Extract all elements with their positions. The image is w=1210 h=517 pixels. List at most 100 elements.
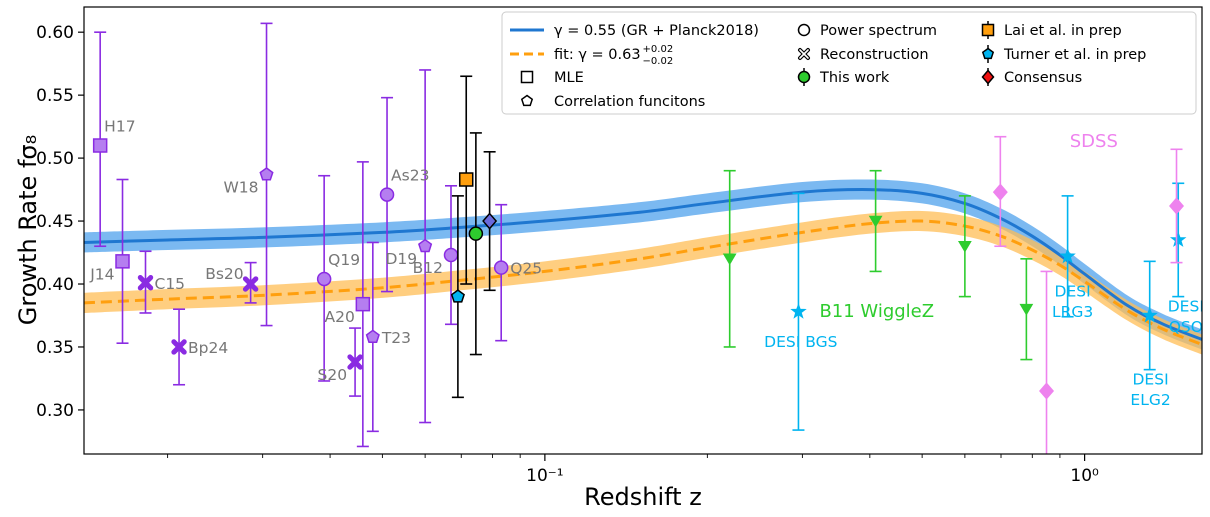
point-24-marker [1141, 306, 1158, 323]
point-23 [1059, 195, 1076, 318]
point-27-marker [1039, 382, 1055, 400]
point-d19-marker [418, 238, 433, 253]
legend-entry-7-swatch [981, 23, 995, 37]
legend-entry-4-swatch [797, 23, 811, 37]
point-h17-marker [92, 138, 108, 153]
survey-annotations: SDSS B11 WiggleZ DESI BGS DESI LRG3 DESI ELG2 D… [764, 131, 1204, 409]
point-q19-label: Q19 [328, 251, 360, 269]
legend-entry-1-sup: +0.02 [643, 44, 674, 55]
legend-entry-9-label: Consensus [1004, 70, 1082, 86]
point-16 [468, 132, 484, 356]
legend: γ = 0.55 (GR + Planck2018) fit: γ = 0.63 +… [501, 11, 1197, 115]
point-c15-label: C15 [155, 275, 186, 293]
model-curves [84, 188, 1202, 346]
data-points [92, 22, 1187, 454]
point-a20-label: A20 [325, 308, 355, 326]
y-tick-label-2: 0.40 [36, 275, 74, 295]
point-q25-label: Q25 [510, 260, 542, 278]
point-s20-marker-stroke-b [347, 354, 363, 370]
point-15 [458, 75, 474, 285]
point-bp24-label: Bp24 [188, 339, 228, 357]
point-28-marker [1169, 197, 1185, 215]
legend-entry-6: This work [797, 68, 890, 86]
point-21-marker [1019, 303, 1034, 316]
point-17 [482, 151, 498, 292]
annotation-4: LRG3 [1052, 303, 1093, 321]
legend-entry-4-label: Power spectrum [820, 23, 937, 39]
x-axis-title: Redshift z [584, 483, 702, 511]
point-as23-marker [379, 187, 395, 202]
point-c15-marker-stroke-b [137, 275, 154, 291]
point-bs20-marker [242, 276, 259, 292]
point-21 [1019, 258, 1034, 361]
point-q19 [316, 174, 332, 382]
legend-entry-2-swatch [520, 70, 534, 84]
legend-entry-8-label: Turner et al. in prep [1003, 47, 1146, 63]
point-22-marker [790, 303, 807, 319]
model-bands [84, 179, 1202, 355]
point-b12-label: B12 [413, 259, 443, 277]
point-t23-marker [365, 329, 380, 343]
annotation-7: DESI [1168, 298, 1204, 316]
legend-box [501, 11, 1197, 115]
legend-entry-9-swatch [981, 69, 995, 85]
point-t23 [365, 241, 380, 433]
point-as23-label: As23 [391, 167, 429, 185]
legend-entry-5-swatch [798, 48, 810, 60]
legend-entry-3: Correlation funcitons [520, 94, 705, 110]
point-b12 [443, 185, 459, 326]
point-19 [868, 169, 883, 273]
point-18 [722, 169, 737, 348]
annotation-6: ELG2 [1130, 391, 1170, 409]
annotation-1: B11 WiggleZ [819, 301, 934, 322]
point-as23 [379, 96, 395, 293]
legend-entry-5-swatch-d [799, 49, 809, 59]
point-22 [790, 192, 807, 431]
point-17-marker [482, 212, 498, 230]
point-bs20-label: Bs20 [205, 265, 243, 283]
legend-entry-0: γ = 0.55 (GR + Planck2018) [510, 23, 759, 39]
point-q25-marker [493, 260, 509, 275]
point-c15-marker [137, 275, 154, 291]
point-labels: H17 J14 C15 Bp24 Bs20 W18 Q19 S20 A20 T23 As23 D19B… [89, 118, 542, 385]
annotation-2: DESI BGS [764, 333, 837, 351]
point-q19-marker [316, 271, 332, 287]
annotation-3: DESI [1055, 283, 1091, 301]
legend-entry-1-label: fit: γ = 0.63 [554, 47, 641, 63]
annotation-0: SDSS [1070, 131, 1118, 152]
point-14-marker [450, 289, 465, 303]
x-tick-label-0: 10⁻¹ [526, 466, 563, 486]
point-15-marker [458, 172, 474, 187]
point-27 [1039, 270, 1055, 454]
point-j14-marker [115, 254, 130, 269]
point-16-marker [468, 226, 484, 241]
point-20 [957, 195, 972, 298]
point-18-marker [722, 253, 737, 266]
gr-gamma-band [84, 179, 1202, 350]
point-q25 [493, 203, 509, 342]
y-axis-title: Growth Rate fσ₈ [14, 135, 42, 325]
point-s20-marker [347, 354, 363, 370]
legend-entry-5-label: Reconstruction [820, 47, 929, 63]
point-s20 [347, 327, 363, 397]
point-14 [450, 195, 465, 399]
legend-entry-2-label: MLE [554, 70, 584, 86]
point-bs20 [242, 261, 259, 304]
point-bp24 [171, 308, 187, 386]
legend-entry-3-label: Correlation funcitons [554, 94, 705, 110]
point-23-marker [1059, 247, 1076, 264]
legend-entry-0-label: γ = 0.55 (GR + Planck2018) [554, 23, 759, 39]
point-j14-label: J14 [89, 265, 114, 283]
legend-entry-5: Reconstruction [798, 47, 929, 63]
point-26 [992, 135, 1008, 248]
legend-entry-6-label: This work [819, 70, 890, 86]
y-tick-label-4: 0.50 [36, 149, 74, 169]
point-28 [1169, 148, 1185, 264]
point-h17-label: H17 [104, 118, 135, 136]
point-w18 [259, 22, 274, 327]
axes: 0.30 0.35 0.40 0.45 0.50 0.55 0.60 10⁻¹ 10⁰ [36, 23, 1099, 486]
annotation-5: DESI [1133, 371, 1169, 389]
point-24 [1141, 260, 1158, 371]
legend-entry-8: Turner et al. in prep [981, 45, 1146, 63]
legend-entry-7-label: Lai et al. in prep [1004, 23, 1122, 39]
